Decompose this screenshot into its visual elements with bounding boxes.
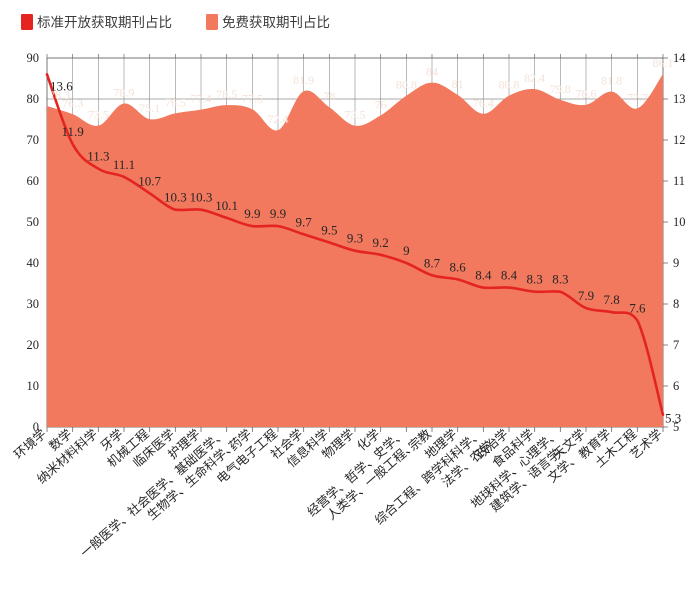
svg-text:8.7: 8.7 xyxy=(424,255,441,270)
svg-text:78.9: 78.9 xyxy=(114,86,135,100)
svg-text:11.1: 11.1 xyxy=(113,157,135,172)
svg-text:40: 40 xyxy=(27,256,40,270)
svg-text:11.9: 11.9 xyxy=(62,124,84,139)
svg-text:76: 76 xyxy=(375,97,387,111)
svg-text:81.8: 81.8 xyxy=(601,74,622,88)
svg-text:60: 60 xyxy=(27,174,40,188)
svg-text:77.5: 77.5 xyxy=(242,91,263,105)
svg-text:标准开放获取期刊占比: 标准开放获取期刊占比 xyxy=(37,15,172,30)
svg-text:78.6: 78.6 xyxy=(576,87,597,101)
svg-text:11.3: 11.3 xyxy=(87,149,109,164)
svg-text:8.3: 8.3 xyxy=(527,272,543,287)
svg-text:9: 9 xyxy=(673,256,679,270)
svg-text:81: 81 xyxy=(452,77,464,91)
svg-text:13: 13 xyxy=(673,92,686,106)
svg-text:20: 20 xyxy=(27,338,40,352)
svg-text:12: 12 xyxy=(673,133,686,147)
svg-text:73.5: 73.5 xyxy=(88,108,109,122)
svg-text:77.4: 77.4 xyxy=(191,92,212,106)
svg-text:30: 30 xyxy=(27,297,40,311)
svg-text:9.5: 9.5 xyxy=(321,223,337,238)
svg-text:80.8: 80.8 xyxy=(499,78,520,92)
svg-text:10: 10 xyxy=(27,379,40,393)
svg-text:76.5: 76.5 xyxy=(165,95,186,109)
svg-text:10.3: 10.3 xyxy=(190,190,213,205)
svg-text:81.9: 81.9 xyxy=(293,73,314,87)
svg-text:5.3: 5.3 xyxy=(665,411,681,426)
svg-text:70: 70 xyxy=(27,133,40,147)
svg-text:8.6: 8.6 xyxy=(450,259,467,274)
svg-text:86.1: 86.1 xyxy=(653,56,674,70)
svg-text:8.4: 8.4 xyxy=(501,268,518,283)
svg-text:10.3: 10.3 xyxy=(164,190,187,205)
svg-text:90: 90 xyxy=(27,51,40,65)
svg-text:76.4: 76.4 xyxy=(473,96,494,110)
svg-text:9.2: 9.2 xyxy=(373,235,389,250)
svg-text:10.1: 10.1 xyxy=(215,198,238,213)
svg-text:80: 80 xyxy=(27,92,40,106)
svg-text:14: 14 xyxy=(673,51,686,65)
svg-text:76.3: 76.3 xyxy=(62,96,83,110)
svg-text:73.5: 73.5 xyxy=(345,108,366,122)
svg-text:78: 78 xyxy=(323,89,335,103)
svg-text:82.4: 82.4 xyxy=(524,71,545,85)
svg-text:9.3: 9.3 xyxy=(347,231,363,246)
svg-text:10.7: 10.7 xyxy=(138,173,161,188)
svg-text:9: 9 xyxy=(403,243,410,258)
svg-text:免费获取期刊占比: 免费获取期刊占比 xyxy=(222,15,330,30)
svg-text:6: 6 xyxy=(673,379,679,393)
svg-text:72.4: 72.4 xyxy=(268,112,289,126)
svg-text:9.9: 9.9 xyxy=(270,206,286,221)
svg-text:8: 8 xyxy=(673,297,679,311)
svg-text:13.6: 13.6 xyxy=(50,78,73,93)
svg-text:80.8: 80.8 xyxy=(396,78,417,92)
svg-text:77.7: 77.7 xyxy=(627,90,648,104)
svg-text:79.8: 79.8 xyxy=(550,82,571,96)
svg-text:9.9: 9.9 xyxy=(244,206,260,221)
svg-text:11: 11 xyxy=(673,174,685,188)
svg-text:7.6: 7.6 xyxy=(629,300,646,315)
svg-text:50: 50 xyxy=(27,215,40,229)
svg-text:7.8: 7.8 xyxy=(604,292,620,307)
svg-text:78.5: 78.5 xyxy=(216,87,237,101)
svg-text:8.3: 8.3 xyxy=(552,272,568,287)
svg-text:7.9: 7.9 xyxy=(578,288,594,303)
svg-text:84: 84 xyxy=(426,65,438,79)
svg-text:8.4: 8.4 xyxy=(475,268,492,283)
svg-text:10: 10 xyxy=(673,215,686,229)
svg-text:7: 7 xyxy=(673,338,679,352)
svg-text:9.7: 9.7 xyxy=(296,214,313,229)
svg-text:75.1: 75.1 xyxy=(139,101,160,115)
